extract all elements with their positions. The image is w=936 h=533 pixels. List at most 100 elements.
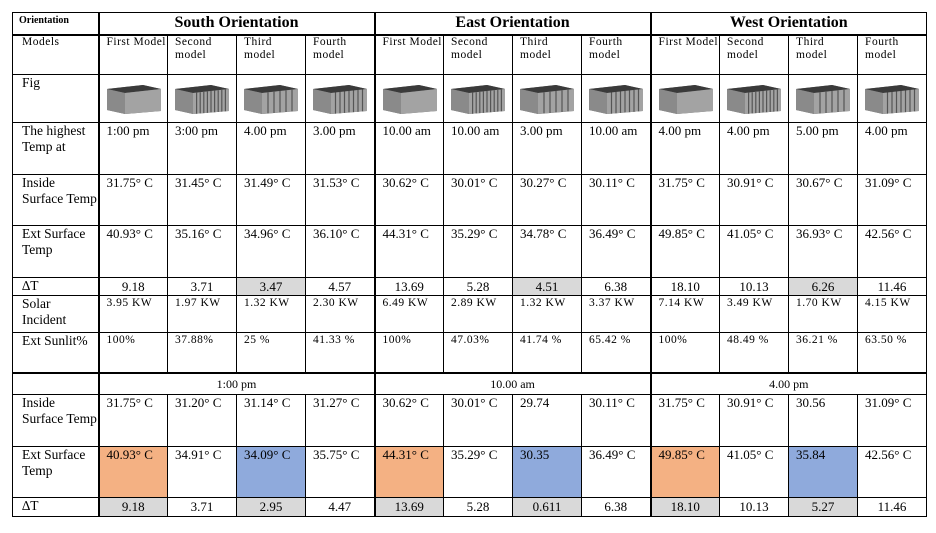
cell: 30.67° C <box>788 174 859 226</box>
cell: 9.18 <box>97 277 168 296</box>
table-row: Inside Surface Temp 31.75° C 31.20° C 31.14… <box>12 394 928 447</box>
cell: Third model <box>788 34 859 75</box>
cell: 36.21 % <box>788 332 859 373</box>
table-row: Models First Model Second model Third model… <box>12 34 928 75</box>
figure-cell <box>649 74 721 123</box>
cell: 35.29° C <box>443 225 514 278</box>
cell: 13.69 <box>373 277 445 296</box>
cell: 5.28 <box>443 497 514 517</box>
cell: 30.27° C <box>512 174 583 226</box>
cell: 41.05° C <box>719 225 790 278</box>
cell: 4.47 <box>304 497 376 517</box>
cell: 31.75° C <box>649 174 721 226</box>
cell: 6.38 <box>581 277 652 296</box>
cell: 40.93° C <box>97 446 168 498</box>
cell: 10.13 <box>719 497 790 517</box>
cell: Second model <box>719 34 790 75</box>
model-figure <box>865 85 920 114</box>
cell: 37.88% <box>167 332 237 373</box>
figure-cell <box>373 74 445 123</box>
cell: 5.28 <box>443 277 514 296</box>
cell: 4.00 pm <box>236 122 306 175</box>
cell: 65.42 % <box>581 332 652 373</box>
cell: First Model <box>373 34 445 75</box>
cell: 36.10° C <box>304 225 376 278</box>
cell: 3.49 KW <box>719 295 790 333</box>
figure-cell <box>236 74 306 123</box>
cell: 49.85° C <box>649 225 721 278</box>
time-header: 4.00 pm <box>649 371 928 395</box>
cell: 35.84 <box>788 446 859 498</box>
cell: 3:00 pm <box>167 122 237 175</box>
time-row: 1:00 pm 10.00 am 4.00 pm <box>12 371 928 395</box>
cell: 3.95 KW <box>97 295 168 333</box>
cell: 100% <box>97 332 168 373</box>
cell: 36.49° C <box>581 225 652 278</box>
cell: 2.89 KW <box>443 295 514 333</box>
cell: 10.00 am <box>581 122 652 175</box>
cell: 1.32 KW <box>512 295 583 333</box>
cell: 31.53° C <box>304 174 376 226</box>
cell: 3.71 <box>167 277 237 296</box>
model-figure <box>520 85 575 114</box>
cell: 3.00 pm <box>512 122 583 175</box>
cell: 18.10 <box>649 497 721 517</box>
cell: 31.09° C <box>857 174 928 226</box>
table-row: Inside Surface Temp 31.75° C 31.45° C 31.49… <box>12 174 928 226</box>
cell: 40.93° C <box>97 225 168 278</box>
model-figure <box>244 85 298 114</box>
cell: 100% <box>649 332 721 373</box>
table-row: ∆T 9.18 3.71 3.47 4.57 13.69 5.28 4.51 6.38 18.10… <box>12 277 928 296</box>
cell: 47.03% <box>443 332 514 373</box>
model-figure <box>382 85 437 114</box>
cell: 100% <box>373 332 445 373</box>
figure-cell <box>512 74 583 123</box>
figure-cell <box>788 74 859 123</box>
cell: Third model <box>512 34 583 75</box>
cell: 31.45° C <box>167 174 237 226</box>
cell: 4.51 <box>512 277 583 296</box>
cell: Second model <box>167 34 237 75</box>
cell: 1.70 KW <box>788 295 859 333</box>
row-label: ∆T <box>12 277 99 296</box>
cell: 4.00 pm <box>857 122 928 175</box>
cell: 35.75° C <box>304 446 376 498</box>
cell: 6.49 KW <box>373 295 445 333</box>
row-label: Models <box>12 34 99 75</box>
model-figure <box>589 85 644 114</box>
model-figure <box>727 85 782 114</box>
figure-cell <box>581 74 652 123</box>
figure-cell <box>719 74 790 123</box>
cell: 25 % <box>236 332 306 373</box>
group-header: West Orientation <box>649 12 928 36</box>
cell: 36.93° C <box>788 225 859 278</box>
cell: 4.15 KW <box>857 295 928 333</box>
cell: 35.29° C <box>443 446 514 498</box>
cell: 3.00 pm <box>304 122 376 175</box>
row-label: Fig <box>12 74 99 123</box>
cell: 4.00 pm <box>719 122 790 175</box>
cell: 31.20° C <box>167 394 237 447</box>
figure-cell <box>304 74 376 123</box>
model-figure <box>106 85 161 114</box>
cell: 63.50 % <box>857 332 928 373</box>
cell: 1.97 KW <box>167 295 237 333</box>
blank-cell <box>12 371 99 395</box>
cell: 4.00 pm <box>649 122 721 175</box>
data-table: Orientation South Orientation East Orienta… <box>12 12 928 517</box>
table-body: Orientation South Orientation East Orienta… <box>12 12 928 517</box>
cell: 2.95 <box>236 497 306 517</box>
figure-cell <box>857 74 928 123</box>
cell: 30.56 <box>788 394 859 447</box>
row-label: Ext Surface Temp <box>12 225 99 278</box>
time-header: 1:00 pm <box>97 371 376 395</box>
table-row: ∆T 9.18 3.71 2.95 4.47 13.69 5.28 0.611 6.38 18.1… <box>12 497 928 517</box>
table-row: Ext Surface Temp 40.93° C 34.91° C 34.09° C… <box>12 446 928 498</box>
model-figure <box>175 85 229 114</box>
header-row: Orientation South Orientation East Orienta… <box>12 12 928 36</box>
cell: 6.38 <box>581 497 652 517</box>
cell: 31.49° C <box>236 174 306 226</box>
table-row: Fig <box>12 74 928 123</box>
row-label: The highest Temp at <box>12 122 99 175</box>
corner-cell: Orientation <box>12 12 99 36</box>
